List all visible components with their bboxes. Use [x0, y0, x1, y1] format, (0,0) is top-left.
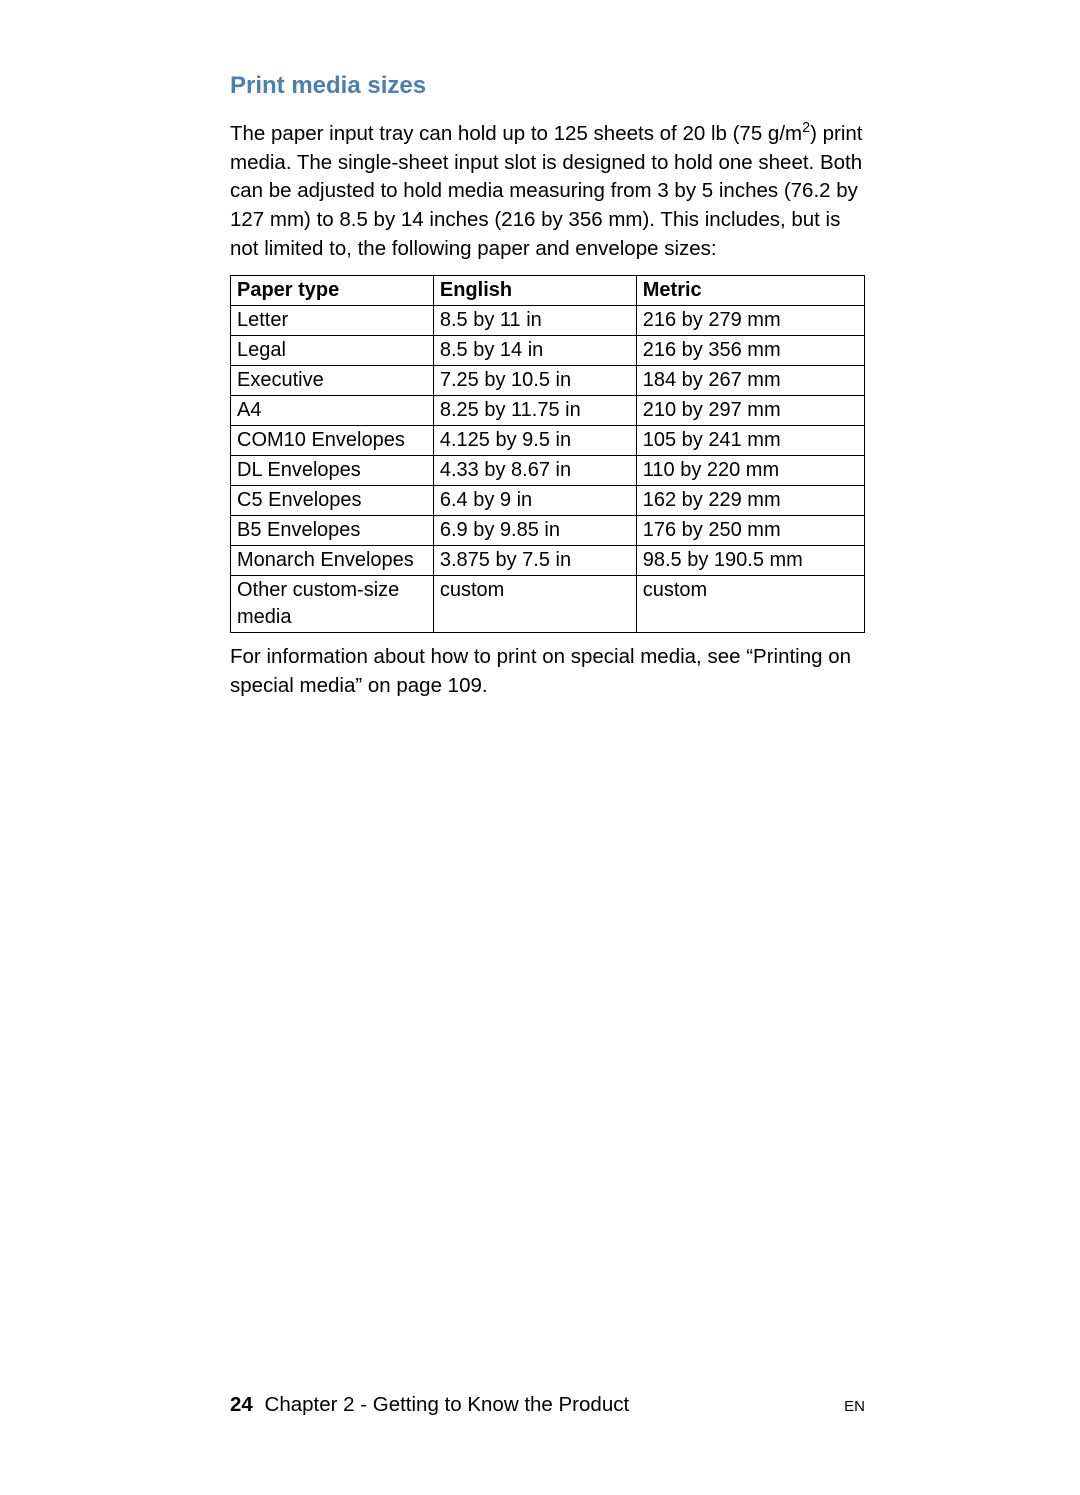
col-english: English	[433, 276, 636, 306]
table-row: Letter8.5 by 11 in216 by 279 mm	[231, 306, 865, 336]
table-cell: A4	[231, 396, 434, 426]
table-cell: 7.25 by 10.5 in	[433, 366, 636, 396]
table-cell: 8.5 by 11 in	[433, 306, 636, 336]
language-code: EN	[844, 1398, 865, 1415]
page-number: 24	[230, 1393, 253, 1416]
table-cell: Executive	[231, 366, 434, 396]
footer-left: 24 Chapter 2 - Getting to Know the Produ…	[230, 1393, 629, 1417]
table-row: Other custom-size mediacustomcustom	[231, 576, 865, 633]
table-header-row: Paper type English Metric	[231, 276, 865, 306]
outro-paragraph: For information about how to print on sp…	[230, 643, 865, 700]
table-cell: 4.33 by 8.67 in	[433, 456, 636, 486]
table-cell: 184 by 267 mm	[636, 366, 864, 396]
table-cell: Other custom-size media	[231, 576, 434, 633]
table-cell: Monarch Envelopes	[231, 546, 434, 576]
chapter-label: Chapter 2 - Getting to Know the Product	[265, 1393, 630, 1416]
table-cell: 105 by 241 mm	[636, 426, 864, 456]
col-paper-type: Paper type	[231, 276, 434, 306]
table-cell: 162 by 229 mm	[636, 486, 864, 516]
table-cell: 3.875 by 7.5 in	[433, 546, 636, 576]
table-cell: DL Envelopes	[231, 456, 434, 486]
table-cell: custom	[636, 576, 864, 633]
table-row: COM10 Envelopes4.125 by 9.5 in105 by 241…	[231, 426, 865, 456]
table-cell: 8.5 by 14 in	[433, 336, 636, 366]
table-body: Letter8.5 by 11 in216 by 279 mmLegal8.5 …	[231, 306, 865, 633]
table-cell: custom	[433, 576, 636, 633]
table-cell: 110 by 220 mm	[636, 456, 864, 486]
table-cell: 4.125 by 9.5 in	[433, 426, 636, 456]
intro-paragraph: The paper input tray can hold up to 125 …	[230, 120, 865, 263]
table-cell: 98.5 by 190.5 mm	[636, 546, 864, 576]
table-cell: Letter	[231, 306, 434, 336]
section-heading: Print media sizes	[230, 72, 865, 100]
table-cell: C5 Envelopes	[231, 486, 434, 516]
table-cell: 6.4 by 9 in	[433, 486, 636, 516]
table-cell: 8.25 by 11.75 in	[433, 396, 636, 426]
media-sizes-table: Paper type English Metric Letter8.5 by 1…	[230, 275, 865, 633]
page-footer: 24 Chapter 2 - Getting to Know the Produ…	[0, 1393, 1080, 1417]
table-row: Monarch Envelopes3.875 by 7.5 in98.5 by …	[231, 546, 865, 576]
table-row: DL Envelopes4.33 by 8.67 in110 by 220 mm	[231, 456, 865, 486]
table-cell: 216 by 279 mm	[636, 306, 864, 336]
table-cell: 210 by 297 mm	[636, 396, 864, 426]
table-row: Executive7.25 by 10.5 in184 by 267 mm	[231, 366, 865, 396]
table-cell: B5 Envelopes	[231, 516, 434, 546]
table-cell: Legal	[231, 336, 434, 366]
table-row: Legal8.5 by 14 in216 by 356 mm	[231, 336, 865, 366]
table-cell: COM10 Envelopes	[231, 426, 434, 456]
table-row: C5 Envelopes6.4 by 9 in162 by 229 mm	[231, 486, 865, 516]
table-cell: 6.9 by 9.85 in	[433, 516, 636, 546]
col-metric: Metric	[636, 276, 864, 306]
table-cell: 216 by 356 mm	[636, 336, 864, 366]
table-row: A48.25 by 11.75 in210 by 297 mm	[231, 396, 865, 426]
table-row: B5 Envelopes6.9 by 9.85 in176 by 250 mm	[231, 516, 865, 546]
page-content: Print media sizes The paper input tray c…	[0, 0, 1080, 701]
table-cell: 176 by 250 mm	[636, 516, 864, 546]
